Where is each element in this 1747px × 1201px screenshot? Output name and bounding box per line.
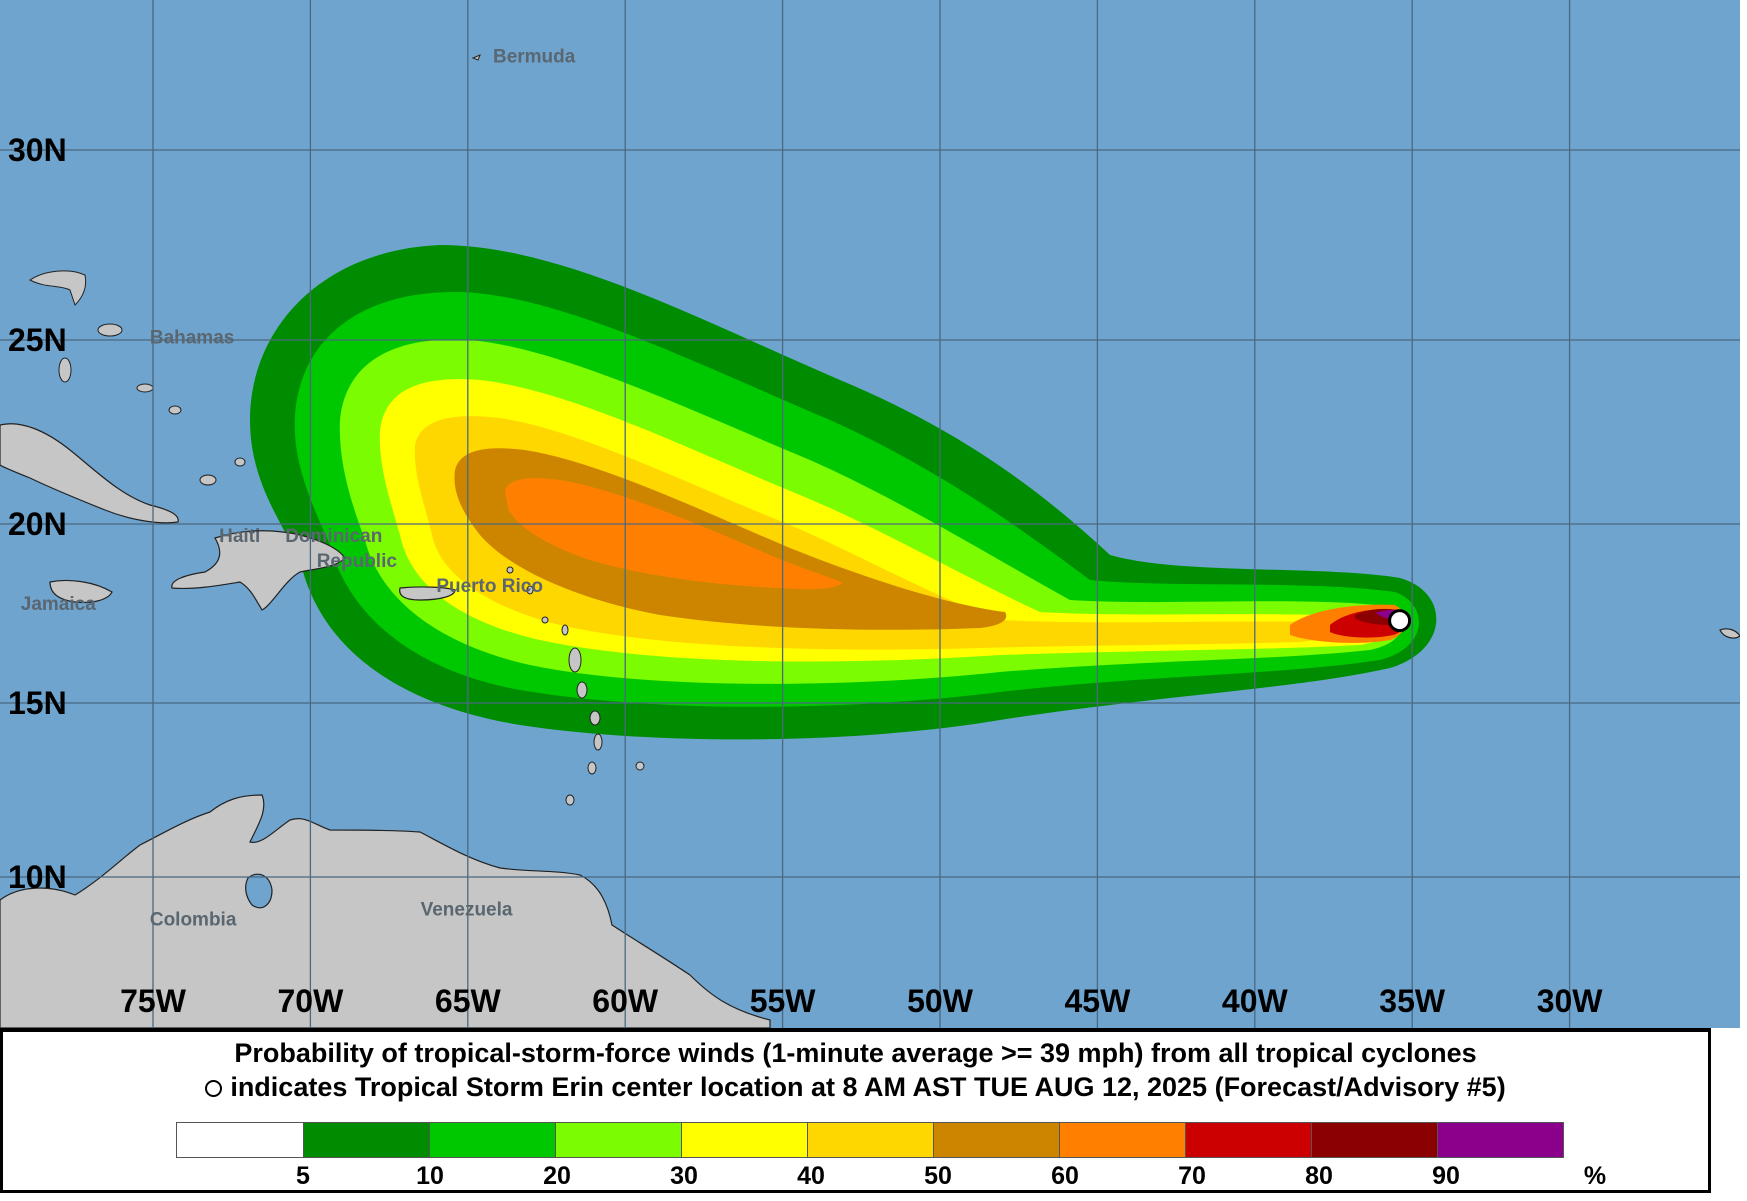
legend-swatch: [1437, 1123, 1563, 1157]
legend-tick-label: 90: [1432, 1162, 1460, 1190]
islands: [29, 54, 645, 806]
legend-tick-label: 20: [543, 1162, 571, 1190]
land-lake-maracaibo: [245, 873, 273, 909]
place-label: Colombia: [150, 910, 237, 931]
latitude-label: 30N: [8, 132, 67, 168]
land-jamaica: [49, 579, 113, 604]
place-label: Republic: [317, 551, 398, 572]
legend-tick-label: 80: [1305, 1162, 1333, 1190]
latitude-label: 15N: [8, 685, 67, 721]
legend-swatch: [933, 1123, 1059, 1157]
latitude-labels: 30N 25N 20N 15N 10N: [8, 132, 67, 895]
legend-swatch: [429, 1123, 555, 1157]
longitude-label: 60W: [592, 983, 659, 1019]
caption-panel: Probability of tropical-storm-force wind…: [0, 1028, 1711, 1193]
land: [0, 423, 1740, 1028]
latitude-label: 10N: [8, 859, 67, 895]
place-label: Jamaica: [21, 594, 96, 615]
longitude-label: 40W: [1222, 983, 1289, 1019]
probability-swaths: [250, 245, 1437, 740]
legend-swatch: [1311, 1123, 1437, 1157]
legend-swatch: [303, 1123, 429, 1157]
caption-title: Probability of tropical-storm-force wind…: [234, 1038, 1477, 1068]
longitude-label: 30W: [1537, 983, 1604, 1019]
legend-swatch: [807, 1123, 933, 1157]
open-circle-icon: [205, 1080, 223, 1097]
legend-swatch: [1185, 1123, 1311, 1157]
longitude-label: 50W: [907, 983, 974, 1019]
legend-tick-label: 70: [1178, 1162, 1206, 1190]
place-label: Dominican: [285, 526, 382, 547]
latitude-label: 20N: [8, 506, 67, 542]
place-label: Bahamas: [150, 328, 235, 349]
latitude-label: 25N: [8, 322, 67, 358]
caption-storm-text: indicates Tropical Storm Erin center loc…: [230, 1072, 1506, 1102]
place-label: Haiti: [219, 526, 260, 547]
caption-storm-line: indicates Tropical Storm Erin center loc…: [3, 1072, 1708, 1103]
land-puerto-rico: [399, 586, 456, 601]
longitude-label: 75W: [120, 983, 187, 1019]
place-label: Bermuda: [493, 47, 576, 68]
land-south-america: [0, 794, 771, 1028]
probability-color-scale: [176, 1122, 1564, 1158]
longitude-labels: 75W 70W 65W 60W 55W 50W 45W 40W 35W 30W: [120, 983, 1603, 1019]
legend-tick-label: 30: [670, 1162, 698, 1190]
legend-tick-label: 10: [416, 1162, 444, 1190]
legend-swatch: [681, 1123, 807, 1157]
bermuda-island: [471, 54, 481, 61]
longitude-label: 65W: [435, 983, 502, 1019]
legend-unit-label: %: [1583, 1162, 1607, 1190]
longitude-label: 70W: [278, 983, 345, 1019]
swath-60-70: [505, 478, 842, 590]
bahamas-islands: [29, 270, 87, 306]
land-cape-verde-isle: [1719, 628, 1740, 639]
longitude-label: 35W: [1379, 983, 1446, 1019]
longitude-label: 55W: [750, 983, 817, 1019]
land-hispaniola: [171, 530, 346, 611]
place-label: Venezuela: [421, 899, 513, 920]
wind-probability-map: 30N 25N 20N 15N 10N 75W 70W 65W 60W 55W 50W 45W 40W…: [0, 0, 1740, 1028]
lat-lon-grid: [0, 0, 1740, 1028]
longitude-label: 45W: [1065, 983, 1132, 1019]
legend-tick-label: 50: [924, 1162, 952, 1190]
legend-tick-label: 40: [797, 1162, 825, 1190]
legend-swatch: [555, 1123, 681, 1157]
storm-center-marker: [1388, 609, 1412, 633]
place-labels: Bermuda Bahamas Jamaica Haiti Dominican Repub…: [21, 47, 576, 931]
legend-swatch: [177, 1123, 303, 1157]
land-cuba: [0, 423, 179, 524]
legend-tick-label: 60: [1051, 1162, 1079, 1190]
place-label: Puerto Rico: [436, 576, 543, 597]
legend-swatch: [1059, 1123, 1185, 1157]
legend-tick-label: 5: [296, 1162, 310, 1190]
